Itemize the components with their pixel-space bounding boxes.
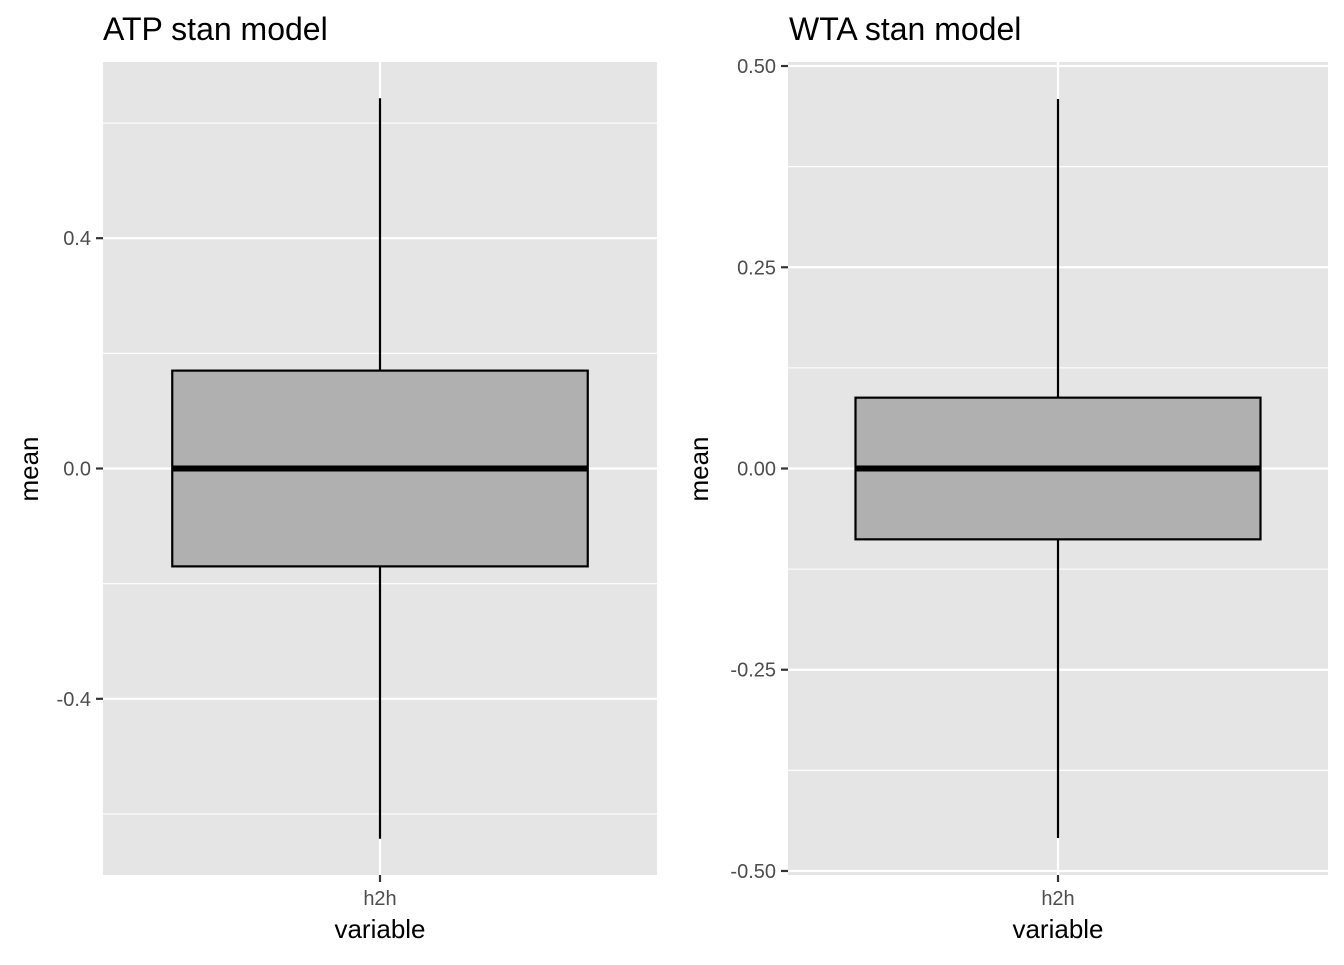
panel-1-x-tick-label-0: h2h — [363, 888, 396, 910]
panel-1-title: ATP stan model — [103, 11, 328, 47]
panel-2-x-axis-title: variable — [1012, 914, 1103, 944]
panel-1-y-tick-label-2: 0.4 — [63, 228, 91, 250]
panel-2-y-tick-label-3: 0.25 — [737, 257, 776, 279]
panel-2-y-axis-title: mean — [684, 436, 714, 501]
panel-2-y-tick-label-2: 0.00 — [737, 459, 776, 481]
panel-2-title: WTA stan model — [789, 11, 1021, 47]
panel-2-y-tick-label-0: -0.50 — [730, 861, 776, 883]
panel-2-x-tick-label-0: h2h — [1041, 888, 1074, 910]
panel-1-y-axis-title: mean — [14, 436, 44, 501]
panel-1-y-tick-label-0: -0.4 — [57, 689, 91, 711]
panel-1-x-axis-title: variable — [334, 914, 425, 944]
panel-1-y-tick-label-1: 0.0 — [63, 459, 91, 481]
panel-2-y-tick-label-1: -0.25 — [730, 660, 776, 682]
panel-2-y-tick-label-4: 0.50 — [737, 56, 776, 78]
